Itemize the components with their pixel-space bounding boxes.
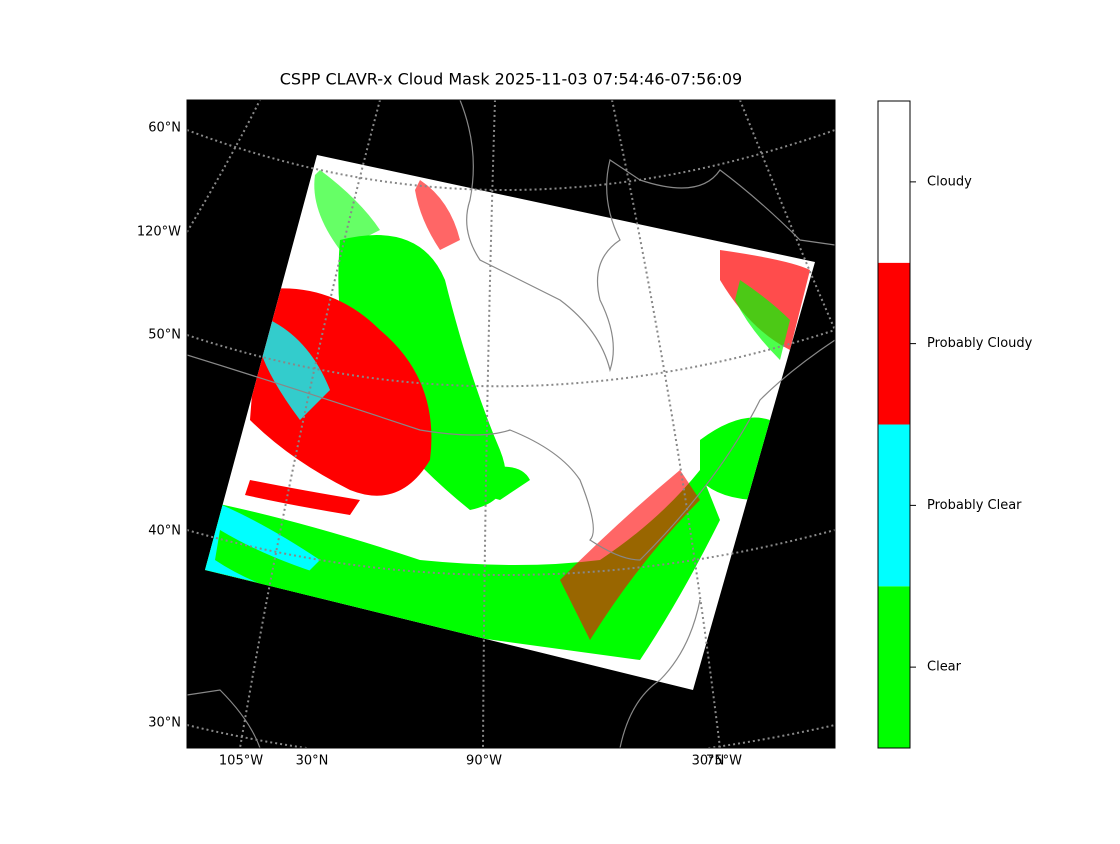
colorbar-label: Probably Cloudy: [927, 336, 1033, 351]
coastline: [187, 339, 835, 561]
colorbar-segment: [878, 586, 910, 748]
map-content: [187, 100, 835, 748]
graticule: [187, 724, 835, 748]
colorbar-segment: [878, 262, 910, 425]
colorbar-segment: [878, 424, 910, 587]
lat-label: 120°W: [137, 225, 181, 240]
colorbar-segment: [878, 101, 910, 263]
graticule: [187, 329, 835, 388]
colorbar-label: Clear: [927, 660, 962, 675]
map-frame: [186, 99, 836, 749]
lon-label: 75°W: [706, 754, 742, 769]
lat-label: 50°N: [148, 328, 181, 343]
coastline: [459, 100, 835, 373]
graticule: [482, 100, 496, 748]
lon-label: 30°N: [296, 754, 329, 769]
title: CSPP CLAVR-x Cloud Mask 2025-11-03 07:54…: [280, 70, 742, 89]
lat-label: 60°N: [148, 121, 181, 136]
cloud-mask: [205, 170, 810, 660]
colorbar: Clear Probably Clear Probably Cloudy Cloudy: [877, 100, 1033, 749]
graticule: [187, 529, 835, 576]
lat-label: 30°N: [148, 716, 181, 731]
colorbar-frame: [877, 100, 911, 749]
colorbar-label: Probably Clear: [927, 498, 1022, 513]
colorbar-label: Cloudy: [927, 174, 972, 189]
graticule: [739, 100, 835, 331]
lat-label: 40°N: [148, 524, 181, 539]
lon-label: 90°W: [466, 754, 502, 769]
graticule: [239, 100, 381, 748]
graticule: [187, 129, 835, 191]
coastline: [187, 599, 701, 748]
lon-label: 30°N: [692, 754, 725, 769]
lon-label: 105°W: [219, 754, 263, 769]
